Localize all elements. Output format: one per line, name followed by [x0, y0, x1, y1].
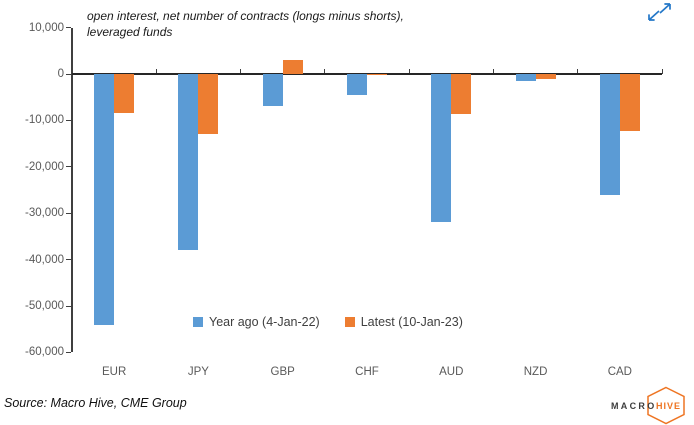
y-tick-label: -30,000 [24, 207, 64, 220]
y-tick-label: -10,000 [24, 114, 64, 127]
source-note: Source: Macro Hive, CME Group [4, 396, 187, 410]
logo-hive-text: HIVE [656, 401, 681, 411]
bar-eur-latest [114, 74, 135, 114]
bar-jpy-latest [198, 74, 219, 135]
x-label-eur: EUR [102, 366, 127, 378]
x-tick [661, 69, 663, 74]
expand-icon[interactable] [647, 2, 673, 22]
macro-hive-logo: MACRO HIVE [611, 386, 685, 425]
y-tick [66, 305, 71, 307]
y-tick [66, 73, 71, 75]
legend-label: Year ago (4-Jan-22) [209, 315, 320, 329]
y-tick-label: -50,000 [24, 300, 64, 312]
x-tick [408, 69, 410, 74]
arrow-down-left-icon [648, 10, 660, 21]
x-tick [324, 69, 326, 74]
x-label-chf: CHF [355, 366, 379, 378]
legend-label: Latest (10-Jan-23) [360, 315, 463, 329]
y-tick [66, 166, 71, 168]
bar-eur-year-ago [94, 74, 115, 325]
y-tick [66, 119, 71, 121]
x-label-jpy: JPY [187, 366, 209, 378]
bar-nzd-latest [535, 74, 556, 79]
legend-item: Year ago (4-Jan-22) [193, 315, 320, 329]
y-tick [66, 259, 71, 261]
bar-gbp-year-ago [262, 74, 283, 107]
x-tick [155, 69, 157, 74]
arrow-up-right-icon [659, 3, 671, 14]
x-label-cad: CAD [607, 366, 632, 378]
bar-nzd-year-ago [515, 74, 536, 81]
x-tick [577, 69, 579, 74]
bar-gbp-latest [282, 60, 303, 74]
chart-legend: Year ago (4-Jan-22) Latest (10-Jan-23) [193, 315, 463, 329]
bar-aud-latest [451, 74, 472, 115]
x-label-gbp: GBP [270, 366, 295, 378]
x-label-nzd: NZD [523, 366, 548, 378]
bar-aud-year-ago [431, 74, 452, 223]
x-tick [492, 69, 494, 74]
x-tick [240, 69, 242, 74]
y-tick [66, 351, 71, 353]
y-tick-label: -20,000 [24, 160, 64, 173]
y-tick-label: 0 [57, 68, 64, 80]
bar-chf-latest [367, 74, 387, 75]
hexagon-icon [647, 386, 685, 425]
legend-swatch [193, 317, 203, 327]
y-tick-label: -40,000 [24, 253, 64, 266]
logo-macro-text: MACRO [611, 401, 657, 411]
y-tick [66, 27, 71, 29]
legend-swatch [344, 317, 355, 327]
x-label-aud: AUD [439, 366, 464, 378]
y-tick [66, 212, 71, 214]
bar-cad-year-ago [599, 74, 620, 195]
bar-chf-year-ago [347, 74, 367, 95]
bar-jpy-year-ago [178, 74, 199, 251]
bar-cad-latest [619, 74, 640, 132]
chart-title: open interest, net number of contracts (… [87, 9, 404, 39]
y-tick-label: -60,000 [24, 346, 64, 359]
legend-item: Latest (10-Jan-23) [344, 315, 463, 329]
y-axis-line [71, 27, 73, 353]
y-tick-label: 10,000 [28, 21, 64, 34]
